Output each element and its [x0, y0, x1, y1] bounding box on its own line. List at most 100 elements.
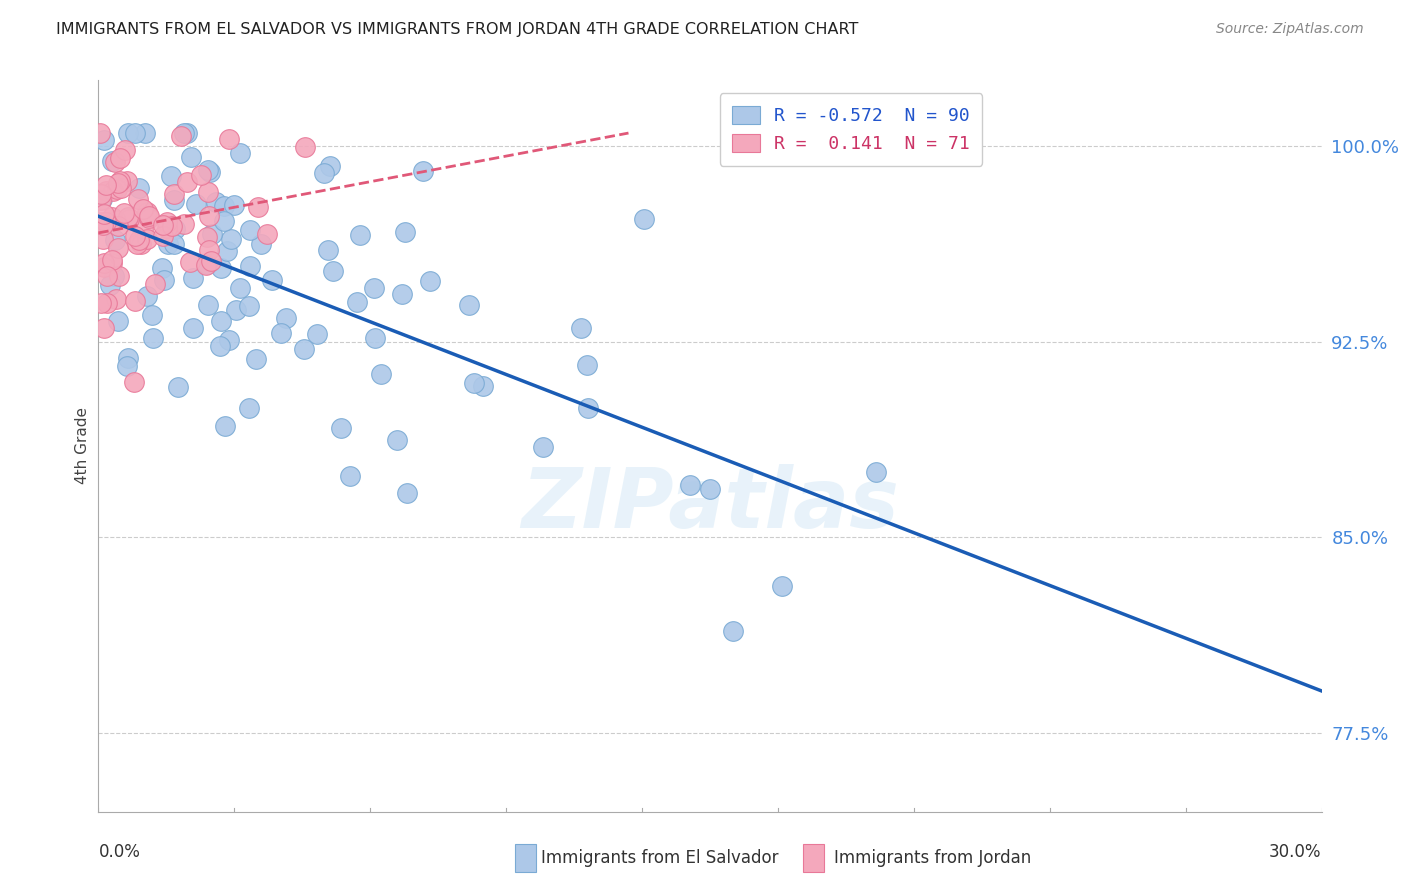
Point [197, 298, 219, 312]
Y-axis label: 4th Grade: 4th Grade [75, 408, 90, 484]
Point [136, 289, 159, 303]
Point [173, 126, 195, 140]
Point [463, 376, 485, 391]
Point [101, 184, 124, 198]
Point [228, 146, 250, 161]
Point [721, 624, 744, 638]
Point [160, 169, 183, 183]
Point [93, 133, 115, 147]
Point [98, 277, 121, 292]
Point [699, 482, 721, 496]
Point [201, 227, 224, 241]
Point [419, 274, 441, 288]
Point [152, 218, 174, 232]
Point [110, 174, 132, 188]
Point [571, 321, 593, 335]
Point [143, 277, 166, 292]
Point [156, 236, 179, 251]
Point [138, 211, 160, 226]
Point [472, 379, 495, 393]
Point [105, 181, 128, 195]
Point [165, 222, 187, 236]
Point [346, 295, 368, 310]
Point [152, 228, 174, 243]
Point [391, 287, 413, 301]
Point [183, 271, 205, 285]
Point [195, 257, 218, 271]
Point [90, 296, 112, 310]
Point [200, 165, 222, 179]
Point [124, 294, 146, 309]
Text: 0.0%: 0.0% [98, 843, 141, 861]
Point [93, 260, 115, 274]
Point [135, 232, 157, 246]
Point [124, 228, 146, 243]
Point [115, 359, 138, 373]
Text: 30.0%: 30.0% [1270, 843, 1322, 861]
Point [394, 225, 416, 239]
Point [395, 485, 418, 500]
Point [125, 236, 148, 251]
Point [104, 292, 127, 306]
Point [218, 333, 240, 347]
Text: Immigrants from El Salvador: Immigrants from El Salvador [541, 849, 779, 867]
Point [167, 380, 190, 394]
Point [292, 343, 315, 357]
Point [238, 299, 260, 313]
Point [115, 174, 138, 188]
Point [190, 168, 212, 182]
Point [160, 219, 183, 234]
Point [533, 440, 555, 454]
Point [163, 194, 186, 208]
Point [198, 244, 221, 258]
Point [322, 264, 344, 278]
Point [124, 126, 146, 140]
Point [108, 151, 131, 165]
Point [93, 256, 115, 270]
Point [219, 232, 242, 246]
Point [90, 187, 112, 202]
Point [770, 578, 793, 592]
Point [163, 236, 186, 251]
Point [679, 478, 702, 492]
Point [128, 234, 150, 248]
Point [238, 401, 260, 416]
Point [136, 204, 159, 219]
Point [150, 260, 173, 275]
Text: IMMIGRANTS FROM EL SALVADOR VS IMMIGRANTS FROM JORDAN 4TH GRADE CORRELATION CHAR: IMMIGRANTS FROM EL SALVADOR VS IMMIGRANT… [56, 22, 859, 37]
Point [107, 219, 129, 234]
Point [214, 418, 236, 433]
Point [222, 198, 245, 212]
Point [107, 241, 129, 255]
Point [200, 254, 222, 268]
Point [107, 314, 129, 328]
Point [110, 181, 132, 195]
Point [104, 233, 127, 247]
Point [576, 401, 599, 415]
Point [208, 339, 231, 353]
Text: Immigrants from Jordan: Immigrants from Jordan [834, 849, 1031, 867]
Point [134, 126, 156, 140]
Point [176, 175, 198, 189]
Point [249, 237, 271, 252]
Point [118, 212, 141, 227]
Point [186, 197, 208, 211]
Point [156, 220, 179, 235]
Point [339, 469, 361, 483]
Point [93, 321, 115, 335]
Point [274, 310, 297, 325]
Point [163, 186, 186, 201]
Point [209, 314, 232, 328]
Text: ZIPatlas: ZIPatlas [522, 464, 898, 545]
Point [96, 178, 118, 192]
Point [117, 211, 139, 225]
Point [576, 359, 599, 373]
Point [370, 368, 392, 382]
Point [633, 211, 655, 226]
Point [363, 281, 385, 295]
Point [103, 268, 125, 283]
Point [316, 244, 339, 258]
Point [90, 215, 112, 229]
Point [101, 253, 124, 268]
Point [197, 230, 219, 244]
